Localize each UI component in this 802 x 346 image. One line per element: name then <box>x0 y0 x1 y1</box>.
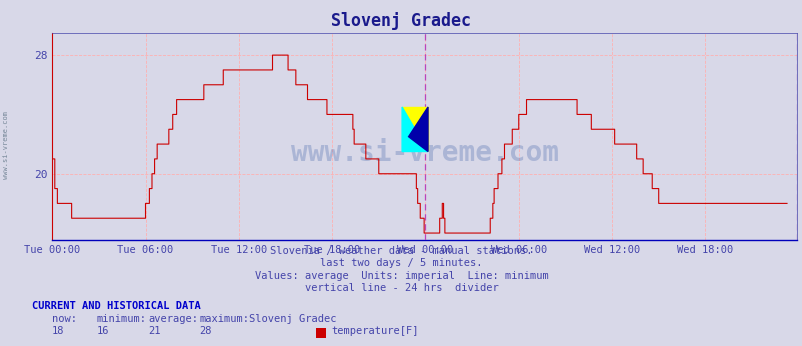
Text: minimum:: minimum: <box>96 315 146 325</box>
Text: Slovenj Gradec: Slovenj Gradec <box>331 12 471 30</box>
Text: 21: 21 <box>148 326 161 336</box>
Polygon shape <box>402 107 427 152</box>
Text: average:: average: <box>148 315 198 325</box>
Text: Slovenj Gradec: Slovenj Gradec <box>249 315 336 325</box>
Text: Slovenia / weather data - manual stations.: Slovenia / weather data - manual station… <box>270 246 532 256</box>
Text: CURRENT AND HISTORICAL DATA: CURRENT AND HISTORICAL DATA <box>32 301 200 311</box>
Text: 16: 16 <box>96 326 109 336</box>
Text: 18: 18 <box>52 326 65 336</box>
Text: now:: now: <box>52 315 77 325</box>
Text: temperature[F]: temperature[F] <box>331 326 419 336</box>
Polygon shape <box>408 107 427 152</box>
Text: www.si-vreme.com: www.si-vreme.com <box>290 139 558 167</box>
Text: maximum:: maximum: <box>199 315 249 325</box>
Text: www.si-vreme.com: www.si-vreme.com <box>3 111 10 179</box>
Text: last two days / 5 minutes.: last two days / 5 minutes. <box>320 258 482 268</box>
Text: Values: average  Units: imperial  Line: minimum: Values: average Units: imperial Line: mi… <box>254 271 548 281</box>
Text: 28: 28 <box>199 326 212 336</box>
Text: vertical line - 24 hrs  divider: vertical line - 24 hrs divider <box>304 283 498 293</box>
Polygon shape <box>402 107 427 152</box>
